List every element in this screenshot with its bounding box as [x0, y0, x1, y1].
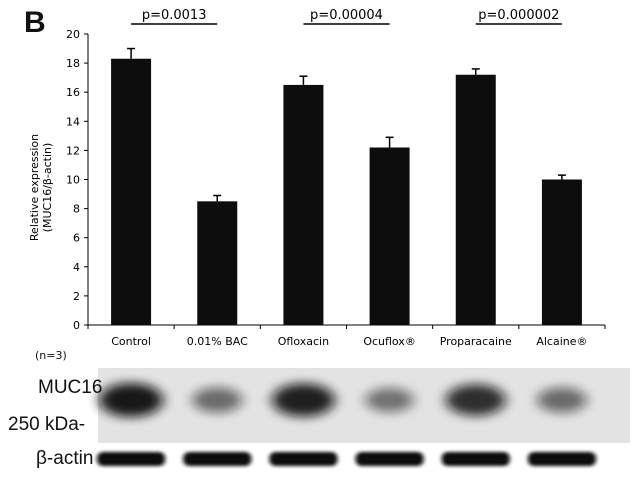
y-tick-label: 2: [73, 290, 80, 303]
western-blot: [97, 368, 630, 466]
bar: [111, 58, 152, 326]
kda-marker-label: 250 kDa-: [8, 414, 86, 435]
actin-band: [269, 452, 338, 466]
y-axis-label-line: Relative expression: [28, 134, 41, 241]
bar: [369, 147, 410, 325]
p-value-label: p=0.000002: [478, 8, 559, 23]
category-label-line: Alcaine®: [536, 335, 587, 348]
p-value-label: p=0.00004: [310, 8, 383, 23]
actin-band: [527, 452, 596, 466]
category-label-line: Proparacaine: [440, 335, 512, 348]
bar-chart: 0 2 4 6 8 10 12 14 16 18 20 Relative expression(MUC…: [28, 8, 606, 350]
muc16-band: [365, 387, 414, 413]
muc16-band: [537, 387, 587, 413]
category-label-line: 0.01% BAC: [187, 335, 248, 348]
category-label: Proparacaine: [440, 335, 512, 348]
muc16-band: [445, 384, 506, 416]
y-tick-label: 18: [66, 57, 80, 70]
y-tick-label: 0: [73, 319, 80, 332]
category-label: Ocuflox®(0.0025% BAC): [348, 335, 432, 350]
category-label: Ofloxacin: [278, 335, 329, 348]
actin-blot-label: β-actin: [36, 448, 94, 469]
category-label-line: Control: [111, 335, 151, 348]
category-label-line: (0.01% BAC): [527, 349, 597, 350]
category-label-line: (0.0025% BAC): [348, 349, 432, 350]
muc16-band: [99, 383, 164, 417]
bar: [197, 201, 238, 325]
category-label: Control: [111, 335, 151, 348]
category-label: Alcaine®(0.01% BAC): [527, 335, 597, 350]
bar: [455, 74, 496, 326]
actin-band: [355, 452, 424, 466]
muc16-band: [192, 387, 243, 413]
y-axis-label-line: (MUC16/β-actin): [41, 143, 54, 233]
actin-band: [183, 452, 252, 466]
actin-band: [441, 452, 510, 466]
y-tick-label: 8: [73, 203, 80, 216]
y-tick-label: 12: [66, 144, 80, 157]
y-tick-label: 16: [66, 86, 80, 99]
muc16-band: [272, 383, 335, 417]
panel-label: B: [24, 6, 46, 39]
category-label: 0.01% BAC: [187, 335, 248, 348]
category-label-line: Ocuflox®: [363, 335, 416, 348]
actin-band: [97, 452, 166, 466]
bar: [541, 179, 582, 325]
y-tick-label: 4: [73, 261, 80, 274]
bar: [283, 84, 324, 325]
sample-size-label: (n=3): [35, 349, 67, 362]
y-tick-label: 14: [66, 115, 80, 128]
y-tick-label: 10: [66, 174, 80, 187]
category-label-line: Ofloxacin: [278, 335, 329, 348]
p-value-label: p=0.0013: [142, 8, 207, 23]
y-axis-label: Relative expression(MUC16/β-actin): [28, 134, 54, 241]
y-tick-label: 6: [73, 232, 80, 245]
y-tick-label: 20: [66, 28, 80, 41]
muc16-blot-label: MUC16: [38, 377, 103, 398]
